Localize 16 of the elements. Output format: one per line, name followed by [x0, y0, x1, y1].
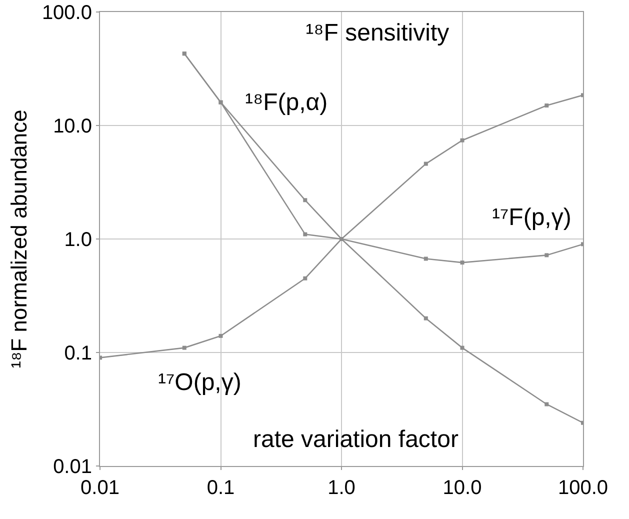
y-axis-title: ¹⁸F normalized abundance — [6, 110, 32, 368]
y-tick-label: 10.0 — [53, 116, 92, 138]
y-tick-label: 0.1 — [64, 342, 92, 364]
series-label: ¹⁸F(p,α) — [245, 89, 328, 116]
y-tick-label: 100.0 — [42, 2, 92, 24]
chart-title: ¹⁸F sensitivity — [306, 19, 450, 46]
x-tick-label: 100.0 — [558, 477, 608, 499]
x-tick-label: 0.01 — [80, 477, 120, 499]
x-tick-label: 10.0 — [442, 477, 482, 499]
y-tick-label: 1.0 — [64, 229, 92, 251]
series-label: ¹⁷O(p,γ) — [158, 369, 242, 396]
series-label: ¹⁷F(p,γ) — [492, 204, 572, 231]
x-axis-title: rate variation factor — [253, 426, 458, 453]
x-tick-label: 1.0 — [328, 477, 356, 499]
y-tick-label: 0.01 — [53, 456, 92, 478]
x-tick-label: 0.1 — [206, 477, 235, 499]
